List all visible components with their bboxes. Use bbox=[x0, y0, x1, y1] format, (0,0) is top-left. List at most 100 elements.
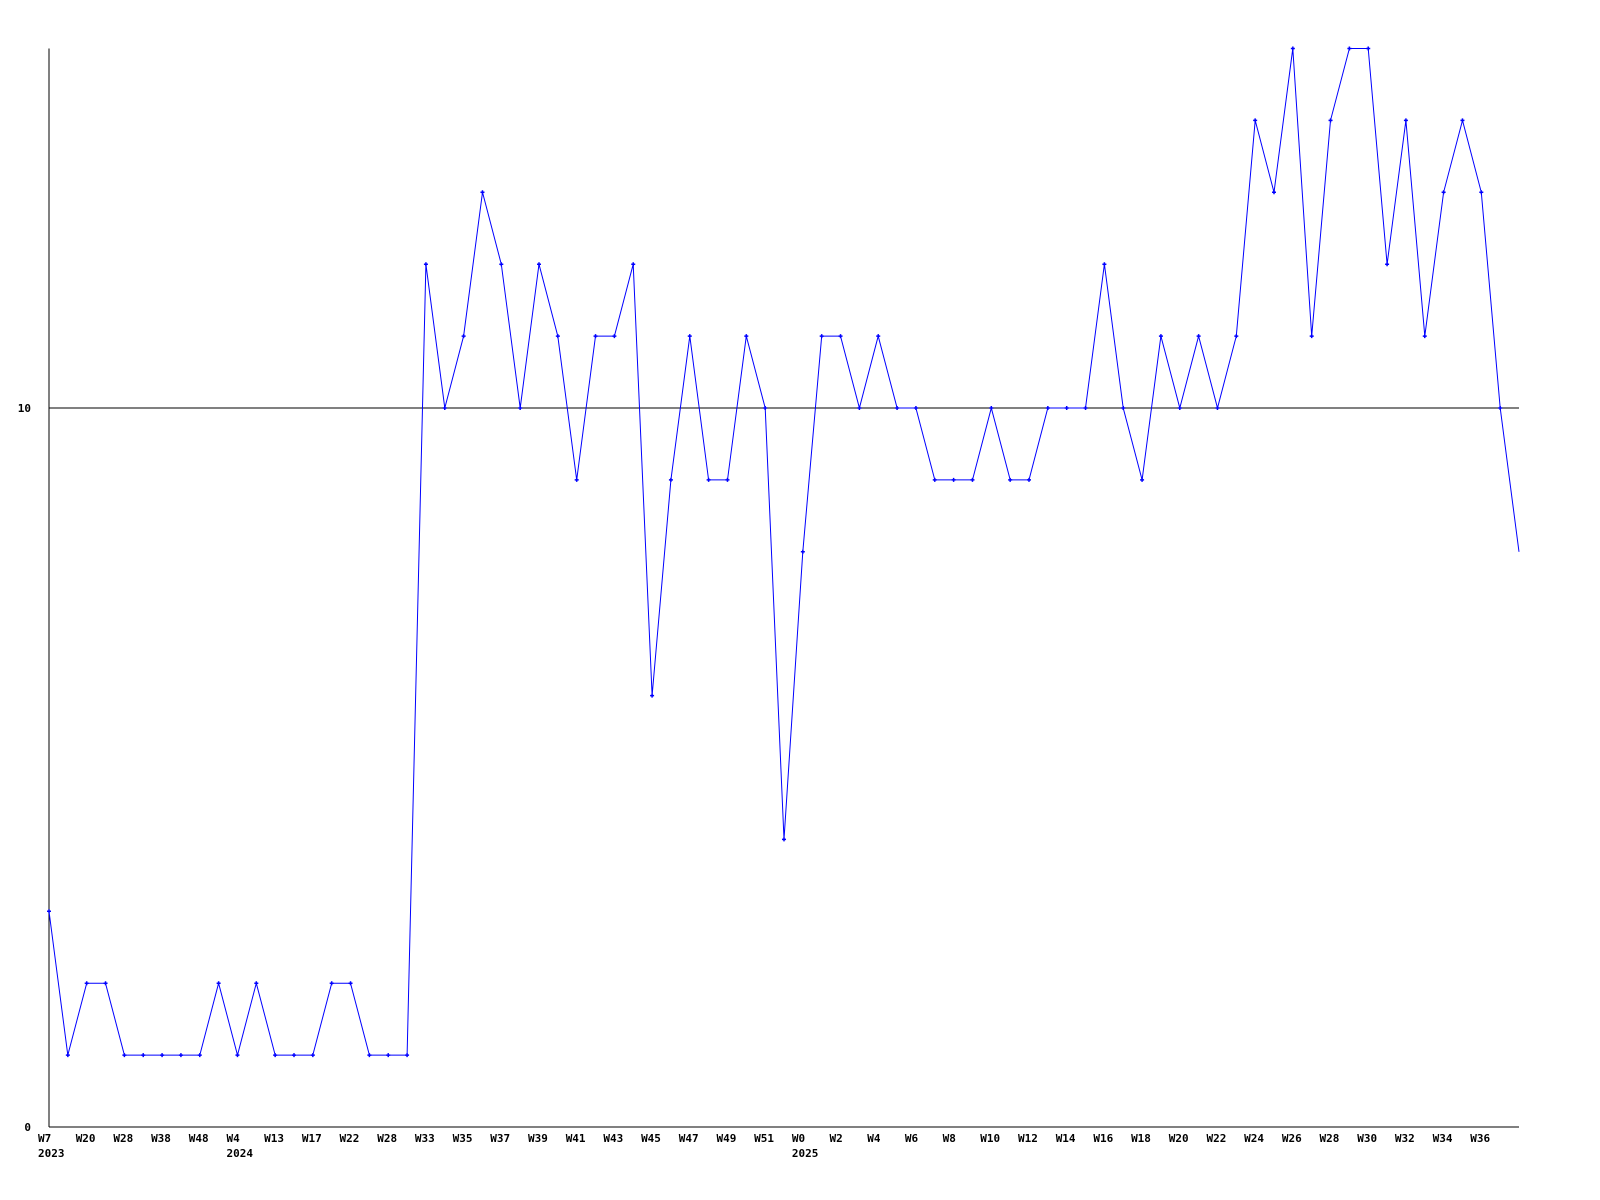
x-tick-label: W34 bbox=[1433, 1132, 1453, 1145]
x-tick-label: W22 bbox=[340, 1132, 360, 1145]
data-point bbox=[235, 1053, 240, 1058]
x-tick-label: W35 bbox=[453, 1132, 473, 1145]
x-tick-label: W45 bbox=[641, 1132, 661, 1145]
data-point bbox=[367, 1053, 372, 1058]
data-point bbox=[329, 981, 334, 986]
data-point bbox=[668, 477, 673, 482]
data-point bbox=[1234, 334, 1239, 339]
x-tick-label: W7 bbox=[38, 1132, 51, 1145]
series-line bbox=[48, 48, 1520, 1058]
x-tick-label: W17 bbox=[302, 1132, 322, 1145]
data-point bbox=[650, 693, 655, 698]
data-point bbox=[65, 1053, 70, 1058]
data-point bbox=[706, 477, 711, 482]
data-point bbox=[348, 981, 353, 986]
data-point bbox=[1479, 190, 1484, 195]
data-point bbox=[1460, 118, 1465, 123]
data-point bbox=[876, 334, 881, 339]
data-point bbox=[423, 262, 428, 267]
data-point bbox=[819, 334, 824, 339]
data-point bbox=[1403, 118, 1408, 123]
data-point bbox=[1328, 118, 1333, 123]
x-tick-label: W49 bbox=[716, 1132, 736, 1145]
x-tick-label: W22 bbox=[1206, 1132, 1226, 1145]
data-point bbox=[405, 1053, 410, 1058]
x-tick-label: W51 bbox=[754, 1132, 774, 1145]
data-point bbox=[1177, 406, 1182, 410]
x-tick-label: W6 bbox=[905, 1132, 919, 1145]
data-point bbox=[1215, 406, 1220, 410]
y-tick-label: 10 bbox=[18, 402, 31, 415]
data-point bbox=[631, 262, 636, 267]
data-point bbox=[1290, 46, 1295, 51]
y-tick-label: 0 bbox=[24, 1121, 31, 1134]
x-tick-label: W47 bbox=[679, 1132, 699, 1145]
x-tick-label: W24 bbox=[1244, 1132, 1264, 1145]
data-point bbox=[1385, 262, 1390, 267]
data-point bbox=[1045, 406, 1050, 410]
data-point bbox=[461, 334, 466, 339]
data-point bbox=[47, 909, 51, 914]
x-tick-label: W20 bbox=[76, 1132, 96, 1145]
x-tick-label: W20 bbox=[1169, 1132, 1189, 1145]
data-point bbox=[1158, 334, 1163, 339]
data-point bbox=[555, 334, 560, 339]
data-point bbox=[1121, 406, 1126, 410]
data-point bbox=[970, 477, 975, 482]
data-point bbox=[857, 406, 862, 410]
x-tick-label: W41 bbox=[566, 1132, 586, 1145]
series bbox=[47, 46, 1520, 1058]
data-point bbox=[480, 190, 485, 195]
data-point bbox=[160, 1053, 165, 1058]
data-point bbox=[1140, 477, 1145, 482]
x-tick-label: W28 bbox=[113, 1132, 133, 1145]
data-point bbox=[1027, 477, 1031, 482]
data-point bbox=[989, 406, 994, 410]
x-tick-label: W13 bbox=[264, 1132, 284, 1145]
x-tick-label: W30 bbox=[1357, 1132, 1377, 1145]
data-point bbox=[178, 1053, 183, 1058]
data-point bbox=[1366, 46, 1371, 51]
axes bbox=[48, 48, 1519, 1128]
data-point bbox=[687, 334, 692, 339]
data-point bbox=[197, 1053, 202, 1058]
data-point bbox=[84, 981, 89, 986]
data-point bbox=[499, 262, 504, 267]
data-point bbox=[1441, 190, 1446, 195]
x-tick-label: W37 bbox=[490, 1132, 510, 1145]
data-point bbox=[725, 477, 730, 482]
data-point bbox=[1347, 46, 1352, 51]
data-point bbox=[763, 406, 768, 410]
x-tick-label: W43 bbox=[603, 1132, 623, 1145]
data-point bbox=[386, 1053, 391, 1058]
x-tick-label: W4 bbox=[226, 1132, 240, 1145]
data-point bbox=[1272, 190, 1276, 195]
x-tick-year-label: 2023 bbox=[38, 1147, 65, 1160]
x-tick-label: W4 bbox=[867, 1132, 881, 1145]
data-point bbox=[141, 1053, 146, 1058]
x-tick-label: W18 bbox=[1131, 1132, 1151, 1145]
x-tick-label: W48 bbox=[189, 1132, 209, 1145]
data-point bbox=[1196, 334, 1201, 339]
data-point bbox=[518, 406, 523, 410]
data-point bbox=[292, 1053, 296, 1058]
x-tick-label: W8 bbox=[943, 1132, 956, 1145]
x-tick-year-label: 2025 bbox=[792, 1147, 819, 1160]
data-point bbox=[1083, 406, 1088, 410]
x-tick-label: W12 bbox=[1018, 1132, 1038, 1145]
x-tick-label: W32 bbox=[1395, 1132, 1415, 1145]
data-point bbox=[1064, 406, 1069, 410]
data-point bbox=[442, 406, 447, 410]
x-tick-label: W26 bbox=[1282, 1132, 1302, 1145]
x-tick-label: W14 bbox=[1056, 1132, 1076, 1145]
data-point bbox=[800, 549, 805, 554]
x-tick-label: W28 bbox=[377, 1132, 397, 1145]
data-point bbox=[537, 262, 541, 267]
data-point bbox=[838, 334, 843, 339]
data-point bbox=[895, 406, 900, 410]
data-point bbox=[1008, 477, 1013, 482]
x-tick-label: W2 bbox=[830, 1132, 843, 1145]
x-tick-year-label: 2024 bbox=[226, 1147, 253, 1160]
data-point bbox=[1253, 118, 1258, 123]
x-tick-label: W10 bbox=[980, 1132, 1000, 1145]
